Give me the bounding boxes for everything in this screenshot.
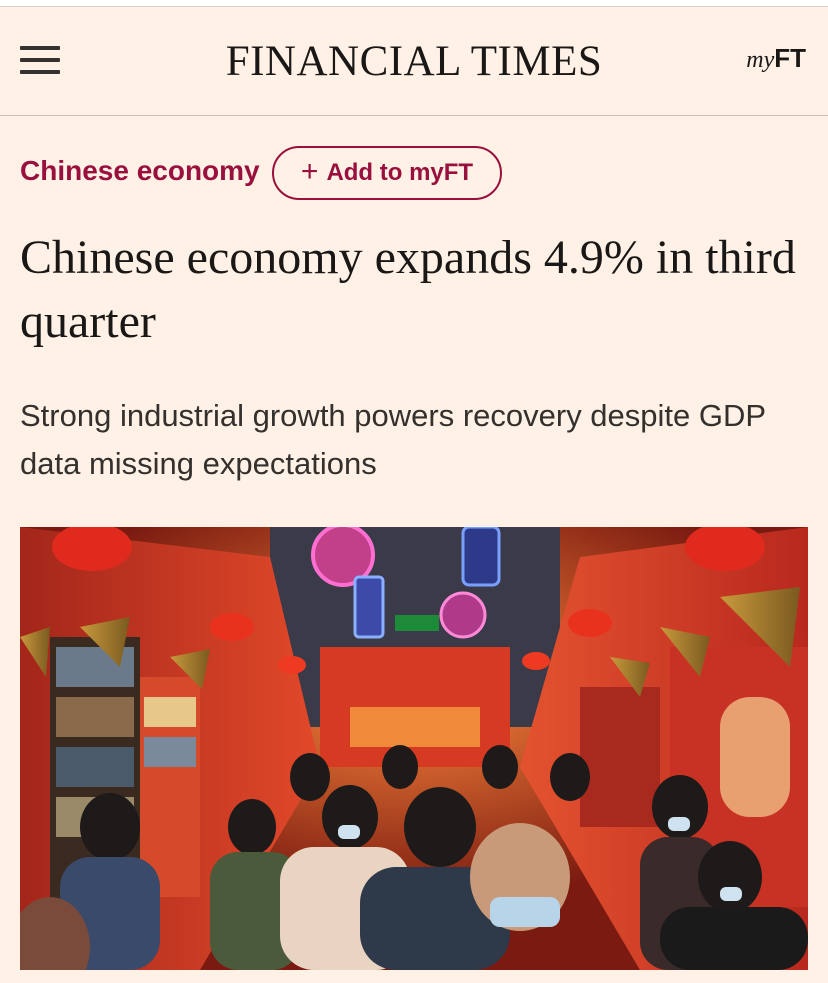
myft-ft-text: FT	[774, 43, 806, 73]
add-to-myft-button[interactable]: + Add to myFT	[272, 146, 502, 200]
article-image[interactable]	[20, 527, 808, 970]
site-header: FINANCIAL TIMES myFT	[0, 7, 828, 116]
plus-icon: +	[300, 155, 319, 188]
market-street-photo	[20, 527, 808, 970]
site-logo[interactable]: FINANCIAL TIMES	[225, 38, 603, 85]
article-standfirst: Strong industrial growth powers recovery…	[20, 398, 766, 481]
top-divider	[0, 0, 828, 7]
add-to-myft-label: Add to myFT	[326, 159, 474, 186]
hamburger-menu-icon[interactable]	[20, 46, 60, 78]
topic-link[interactable]: Chinese economy	[20, 155, 260, 186]
myft-my-text: my	[746, 47, 775, 73]
myft-link[interactable]: myFT	[746, 43, 806, 74]
article-headline: Chinese economy expands 4.9% in third qu…	[20, 231, 796, 348]
